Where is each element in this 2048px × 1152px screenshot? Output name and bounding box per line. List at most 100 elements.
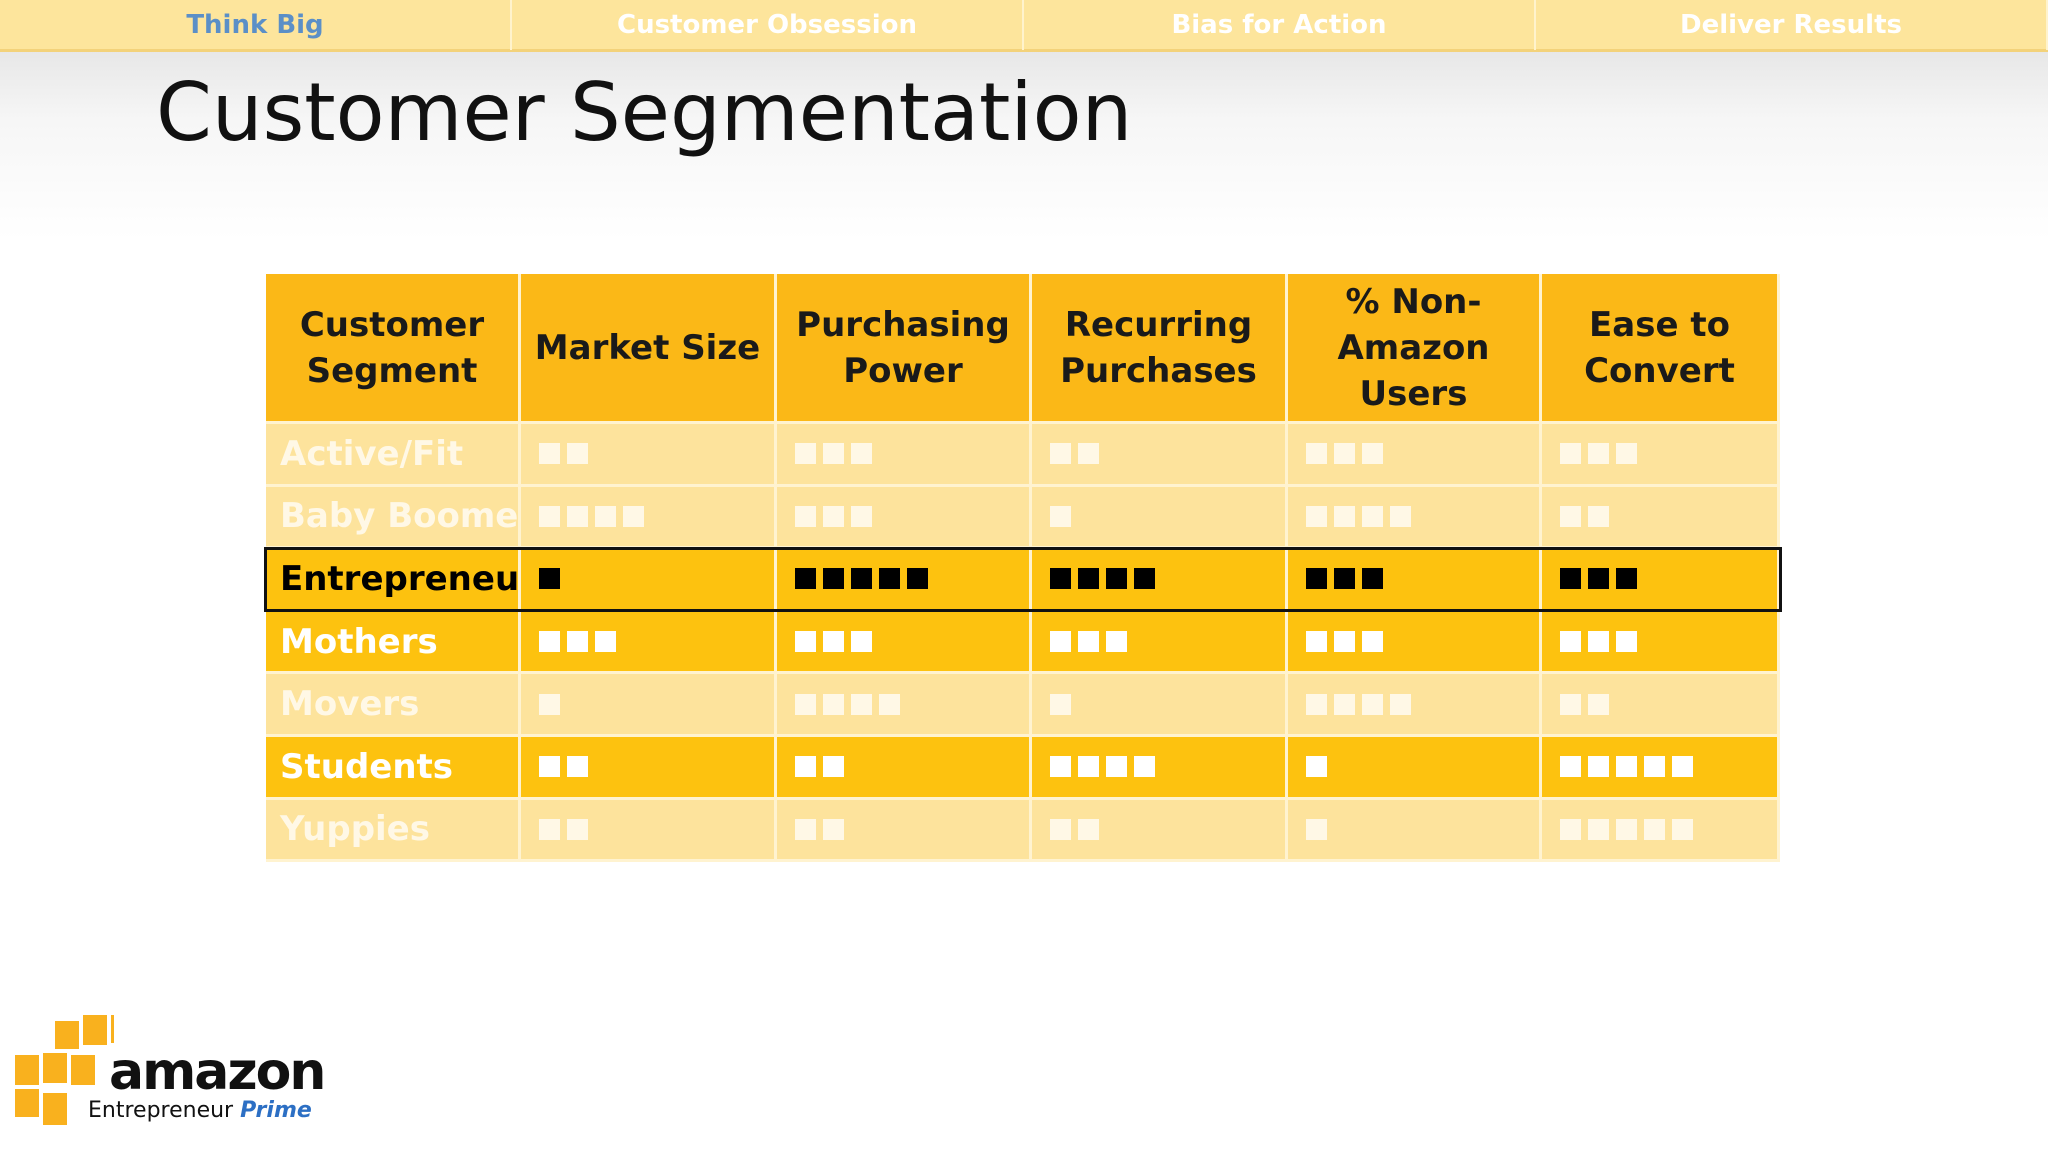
rating-square xyxy=(1560,756,1581,778)
rating-square xyxy=(539,505,560,527)
logo-line: Entrepreneur Prime xyxy=(88,1098,312,1123)
rating-square xyxy=(1306,693,1327,715)
rating-square xyxy=(567,505,588,527)
rating-squares xyxy=(1306,818,1334,840)
rating-cell xyxy=(1542,549,1780,612)
rating-square xyxy=(1306,443,1327,465)
logo-brand: amazon xyxy=(109,1042,326,1102)
rating-cell xyxy=(1288,674,1542,737)
rating-square xyxy=(879,693,900,715)
rating-cell xyxy=(1542,424,1780,487)
rating-square xyxy=(595,505,616,527)
rating-square xyxy=(1672,756,1693,778)
rating-square xyxy=(907,568,928,590)
rating-square xyxy=(823,443,844,465)
rating-square xyxy=(1588,631,1609,653)
header-cell: % Non-Amazon Users xyxy=(1288,274,1542,424)
rating-square xyxy=(1134,756,1155,778)
rating-square xyxy=(1560,443,1581,465)
rating-square xyxy=(567,443,588,465)
rating-squares xyxy=(539,505,651,527)
rating-square xyxy=(1334,631,1355,653)
rating-squares xyxy=(1306,505,1418,527)
rating-cell xyxy=(777,611,1032,675)
rating-cell xyxy=(1288,549,1542,612)
rating-cell xyxy=(1288,799,1542,863)
segment-cell: Movers xyxy=(266,674,521,737)
rating-square xyxy=(1078,818,1099,840)
rating-squares xyxy=(1050,756,1162,778)
rating-square xyxy=(1334,505,1355,527)
rating-square xyxy=(539,443,560,465)
rating-squares xyxy=(1050,693,1078,715)
rating-square xyxy=(567,818,588,840)
rating-square xyxy=(1588,443,1609,465)
rating-cell xyxy=(1542,737,1780,800)
rating-squares xyxy=(1050,568,1162,590)
nav-tab: Think Big xyxy=(0,0,512,50)
rating-cell xyxy=(1032,486,1288,550)
nav-tab: Bias for Action xyxy=(1024,0,1536,50)
rating-square xyxy=(1106,568,1127,590)
rating-cell xyxy=(1288,737,1542,800)
rating-cell xyxy=(521,674,777,737)
rating-square xyxy=(1134,568,1155,590)
rating-squares xyxy=(795,818,851,840)
rating-square xyxy=(1588,693,1609,715)
rating-square xyxy=(823,693,844,715)
rating-square xyxy=(1588,756,1609,778)
logo-boxes xyxy=(14,1013,114,1127)
rating-square xyxy=(1050,693,1071,715)
segment-cell: Entrepreneurs xyxy=(266,549,521,612)
rating-square xyxy=(1560,631,1581,653)
rating-square xyxy=(851,631,872,653)
rating-square xyxy=(851,568,872,590)
rating-squares xyxy=(539,568,567,590)
rating-square xyxy=(1106,631,1127,653)
rating-squares xyxy=(539,693,567,715)
rating-square xyxy=(1390,693,1411,715)
rating-cell xyxy=(1032,799,1288,863)
rating-squares xyxy=(1050,818,1106,840)
rating-square xyxy=(1560,818,1581,840)
rating-squares xyxy=(795,756,851,778)
rating-cell xyxy=(1542,674,1780,737)
rating-square xyxy=(795,756,816,778)
rating-square xyxy=(623,505,644,527)
segment-cell: Yuppies xyxy=(266,799,521,863)
rating-square xyxy=(1050,568,1071,590)
rating-square xyxy=(795,505,816,527)
rating-squares xyxy=(1560,505,1616,527)
rating-square xyxy=(1078,631,1099,653)
rating-cell xyxy=(521,611,777,675)
rating-square xyxy=(567,756,588,778)
rating-squares xyxy=(539,756,595,778)
header-cell: Market Size xyxy=(521,274,777,424)
rating-cell xyxy=(1288,486,1542,550)
rating-squares xyxy=(1560,693,1616,715)
rating-cell xyxy=(777,737,1032,800)
rating-square xyxy=(1644,756,1665,778)
rating-squares xyxy=(539,818,595,840)
rating-square xyxy=(1334,568,1355,590)
rating-squares xyxy=(539,443,595,465)
rating-square xyxy=(1362,693,1383,715)
rating-cell xyxy=(1032,549,1288,612)
rating-square xyxy=(1390,505,1411,527)
logo-accent: Prime xyxy=(240,1098,312,1123)
rating-square xyxy=(823,756,844,778)
rating-square xyxy=(1616,568,1637,590)
rating-square xyxy=(1050,756,1071,778)
rating-square xyxy=(539,631,560,653)
rating-cell xyxy=(1542,486,1780,550)
rating-square xyxy=(823,631,844,653)
logo: amazon Entrepreneur Prime xyxy=(14,1012,326,1132)
rating-square xyxy=(851,443,872,465)
rating-square xyxy=(1050,631,1071,653)
rating-square xyxy=(1560,693,1581,715)
rating-square xyxy=(1362,631,1383,653)
rating-squares xyxy=(1306,568,1390,590)
rating-square xyxy=(539,568,560,590)
rating-square xyxy=(1306,756,1327,778)
